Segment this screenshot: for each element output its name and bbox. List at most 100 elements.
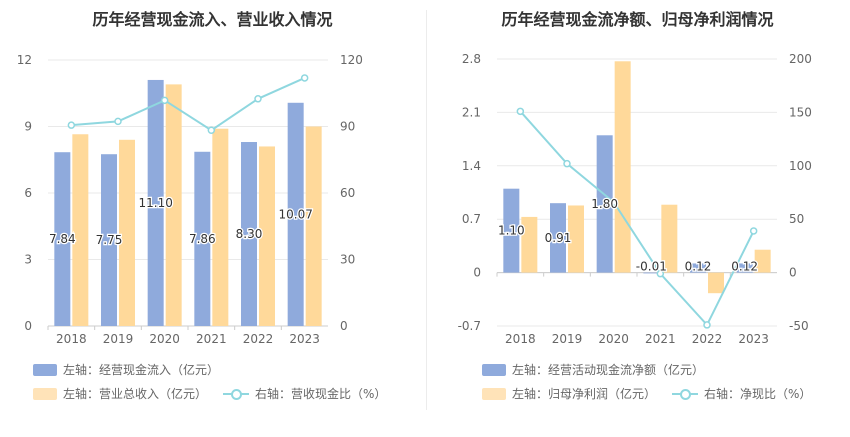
data-label: 7.86 xyxy=(189,232,216,246)
y2-tick-label: 150 xyxy=(789,105,812,119)
data-label: 8.30 xyxy=(236,227,263,241)
x-tick-label: 2020 xyxy=(598,332,629,346)
left-legend-item-revenue[interactable]: 左轴：营业总收入（亿元） xyxy=(33,385,207,402)
right-legend-item-ratio[interactable]: 右轴：净现比（%） xyxy=(672,385,811,402)
ratio-point xyxy=(516,107,525,116)
ratio-point xyxy=(254,95,262,103)
bar xyxy=(54,152,71,326)
legend-label: 左轴：营业总收入（亿元） xyxy=(63,387,208,401)
y2-tick-label: 0 xyxy=(340,319,348,333)
bar xyxy=(614,61,631,273)
y-tick-label: 1.4 xyxy=(462,159,481,173)
bar xyxy=(305,126,322,326)
bar xyxy=(147,79,164,326)
bar xyxy=(550,203,566,273)
legend-label: 左轴：经营现金流入（亿元） xyxy=(63,363,220,377)
bar xyxy=(165,84,182,326)
bar xyxy=(754,249,771,273)
bar xyxy=(287,102,304,326)
ratio-point xyxy=(160,96,169,105)
ratio-point xyxy=(207,126,216,135)
y-tick-label: 0 xyxy=(24,319,32,333)
y-tick-label: 0 xyxy=(473,266,481,280)
y-tick-label: 9 xyxy=(24,120,32,134)
legend-label: 右轴：营收现金比（%） xyxy=(255,387,387,401)
data-label: 1.10 xyxy=(498,224,525,238)
ratio-point xyxy=(114,117,122,126)
x-tick-label: 2022 xyxy=(243,332,274,346)
x-tick-label: 2018 xyxy=(56,332,87,346)
y-tick-label: 2.8 xyxy=(462,52,481,66)
bar xyxy=(241,142,257,326)
bar xyxy=(568,205,584,273)
bar xyxy=(736,263,753,273)
y2-tick-label: 120 xyxy=(340,53,363,67)
left-legend-item-ratio[interactable]: 右轴：营收现金比（%） xyxy=(223,385,386,402)
bar xyxy=(259,146,275,326)
legend-label: 左轴：经营活动现金流净额（亿元） xyxy=(512,363,705,377)
y2-tick-label: 200 xyxy=(789,52,812,66)
data-label: 7.75 xyxy=(96,233,123,247)
y2-tick-label: 0 xyxy=(789,266,797,280)
ratio-point xyxy=(749,227,758,235)
bar xyxy=(194,151,211,326)
ratio-point xyxy=(563,159,571,168)
x-tick-label: 2020 xyxy=(149,332,180,346)
data-label: -0.01 xyxy=(636,260,667,274)
data-label: 0.12 xyxy=(731,260,758,274)
ratio-point xyxy=(656,269,665,278)
bar xyxy=(503,188,520,273)
y-tick-label: 0.7 xyxy=(462,212,481,226)
right-legend-item-net-cash[interactable]: 左轴：经营活动现金流净额（亿元） xyxy=(482,361,704,378)
bar xyxy=(212,128,229,326)
x-tick-label: 2019 xyxy=(552,332,583,346)
x-tick-label: 2023 xyxy=(289,332,320,346)
y-tick-label: 2.1 xyxy=(462,105,481,119)
right-chart-svg: -0.7 0 0.7 1.4 2.1 2.8 -50 0 50 100 150 200 2018 2019… xyxy=(458,52,812,346)
bar xyxy=(661,204,678,273)
y-tick-label: 6 xyxy=(24,186,32,200)
bar xyxy=(521,216,538,273)
data-label: 11.10 xyxy=(138,196,172,210)
bar xyxy=(596,135,613,273)
data-label: 0.12 xyxy=(685,260,712,274)
legend-label: 左轴：归母净利润（亿元） xyxy=(512,387,657,401)
ratio-line xyxy=(519,110,755,327)
right-legend-item-net-profit[interactable]: 左轴：归母净利润（亿元） xyxy=(482,385,656,402)
panel-divider xyxy=(426,10,427,410)
legend-swatch xyxy=(482,363,506,376)
bar xyxy=(690,263,706,273)
bar xyxy=(708,272,724,294)
ratio-point xyxy=(609,198,618,206)
bar xyxy=(101,154,117,326)
legend-swatch xyxy=(33,387,57,400)
bar xyxy=(72,134,89,326)
y2-tick-label: 50 xyxy=(789,212,804,226)
x-tick-label: 2021 xyxy=(196,332,227,346)
y2-tick-label: 30 xyxy=(340,253,355,267)
data-label: 0.91 xyxy=(545,231,572,245)
ratio-point xyxy=(300,74,309,82)
legend-label: 右轴：净现比（%） xyxy=(704,387,812,401)
left-legend-item-cash-inflow[interactable]: 左轴：经营现金流入（亿元） xyxy=(33,361,219,378)
legend-swatch xyxy=(482,387,506,400)
y-tick-label: -0.7 xyxy=(458,319,481,333)
x-tick-label: 2021 xyxy=(645,332,676,346)
right-chart-panel: 历年经营现金流净额、归母净利润情况 -0.7 0 0.7 1.4 2.1 2.8 -50 0 5… xyxy=(425,0,850,437)
x-tick-label: 2022 xyxy=(692,332,723,346)
left-chart-panel: 历年经营现金流入、营业收入情况 0 3 6 9 12 0 30 60 90 120 2018 2019… xyxy=(17,10,387,402)
y-tick-label: 12 xyxy=(17,53,32,67)
y2-tick-label: 100 xyxy=(789,159,812,173)
bar xyxy=(643,272,660,274)
y2-tick-label: 90 xyxy=(340,120,355,134)
ratio-line xyxy=(71,77,306,132)
data-label: 10.07 xyxy=(278,207,312,221)
y2-tick-label: -50 xyxy=(789,319,809,333)
y2-tick-label: 60 xyxy=(340,186,355,200)
legend-line-swatch xyxy=(223,388,250,400)
data-label: 7.84 xyxy=(49,232,76,246)
bar xyxy=(119,139,135,326)
legend-swatch xyxy=(33,363,57,376)
data-label: 1.80 xyxy=(591,197,618,211)
